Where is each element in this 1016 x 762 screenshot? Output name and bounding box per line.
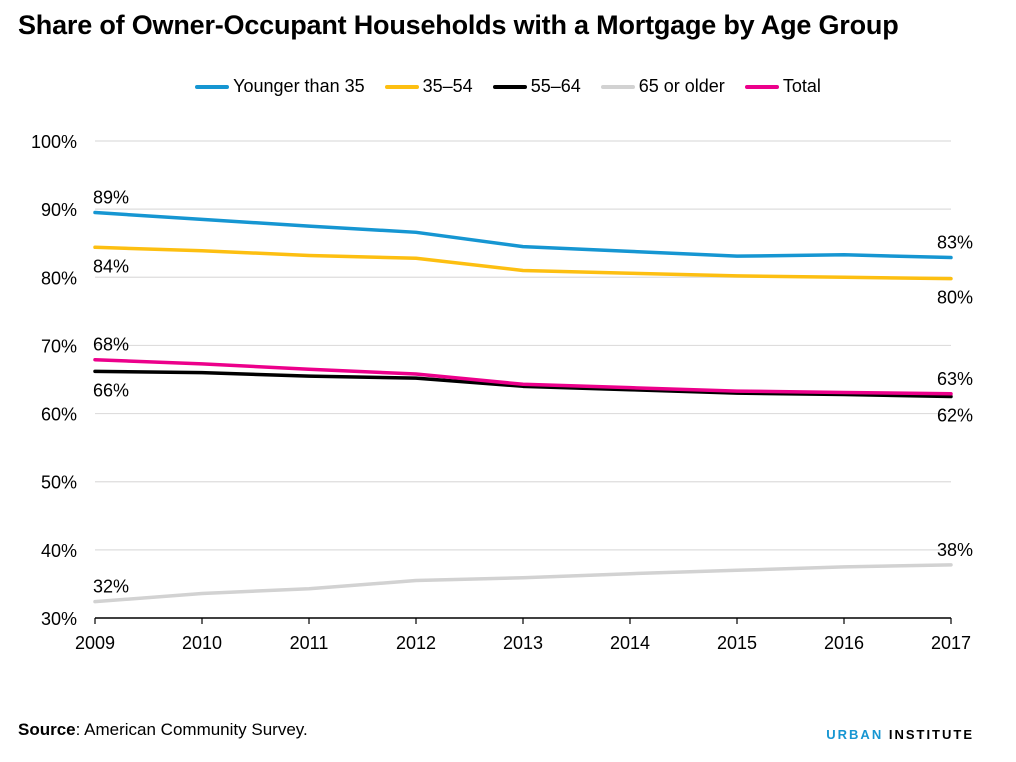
legend-item: 65 or older [600,76,725,97]
x-tick-label: 2009 [75,633,115,653]
brand-urban: URBAN [826,727,884,742]
legend-item: 55–64 [492,76,581,97]
legend-label: Total [782,76,821,96]
x-tick-label: 2011 [290,633,329,653]
series-line-younger-than-35 [93,210,953,260]
x-tick-label: 2015 [717,633,757,653]
legend: Younger than 35 35–54 55–64 65 or older Tota… [0,76,1016,97]
legend-swatch [492,84,527,89]
data-label: 89% [93,188,129,208]
data-label: 83% [937,233,973,253]
y-tick-label: 80% [41,268,77,288]
data-label: 84% [93,256,129,276]
y-tick-label: 90% [41,200,77,220]
brand-institute: INSTITUTE [883,727,974,742]
data-label: 63% [937,369,973,389]
legend-item: Younger than 35 [195,76,365,97]
legend-swatch [744,84,779,89]
data-label: 38% [937,540,973,560]
series-line-total [93,357,953,396]
line-chart: 100% 90% 80% 70% 60% 50% 40% 30% 2009 2010 2011 201… [31,132,973,653]
chart-title: Share of Owner-Occupant Households with … [18,10,899,40]
x-tick-label: 2017 [931,633,971,653]
source-note: Source: American Community Survey. [18,720,308,740]
legend-label: Younger than 35 [233,76,365,96]
y-tick-label: 40% [41,541,77,561]
series-line-65-or-older [93,563,953,604]
data-label: 66% [93,380,129,400]
urban-institute-logo: URBAN INSTITUTE [826,727,974,742]
y-tick-label: 100% [31,132,77,152]
legend-swatch [195,84,230,89]
x-tick-label: 2010 [182,633,222,653]
x-tick-label: 2014 [610,633,650,653]
source-label: Source [18,720,76,739]
legend-label: 65 or older [638,76,725,96]
legend-item: Total [744,76,821,97]
series-line-55-64 [93,369,953,399]
source-text: : American Community Survey. [75,720,308,739]
x-tick-label: 2012 [396,633,436,653]
data-label: 62% [937,406,973,426]
legend-swatch [384,84,419,89]
x-tick-label: 2016 [824,633,864,653]
y-tick-label: 70% [41,336,77,356]
legend-item: 35–54 [384,76,473,97]
y-tick-label: 50% [41,473,77,493]
legend-label: 35–54 [422,76,473,96]
y-tick-label: 30% [41,609,77,629]
y-tick-label: 60% [41,405,77,425]
x-tick-label: 2013 [503,633,543,653]
data-label: 32% [93,577,129,597]
series-line-35-54 [93,245,953,281]
legend-label: 55–64 [530,76,581,96]
data-label: 68% [93,335,129,355]
data-label: 80% [937,288,973,308]
legend-swatch [600,84,635,89]
